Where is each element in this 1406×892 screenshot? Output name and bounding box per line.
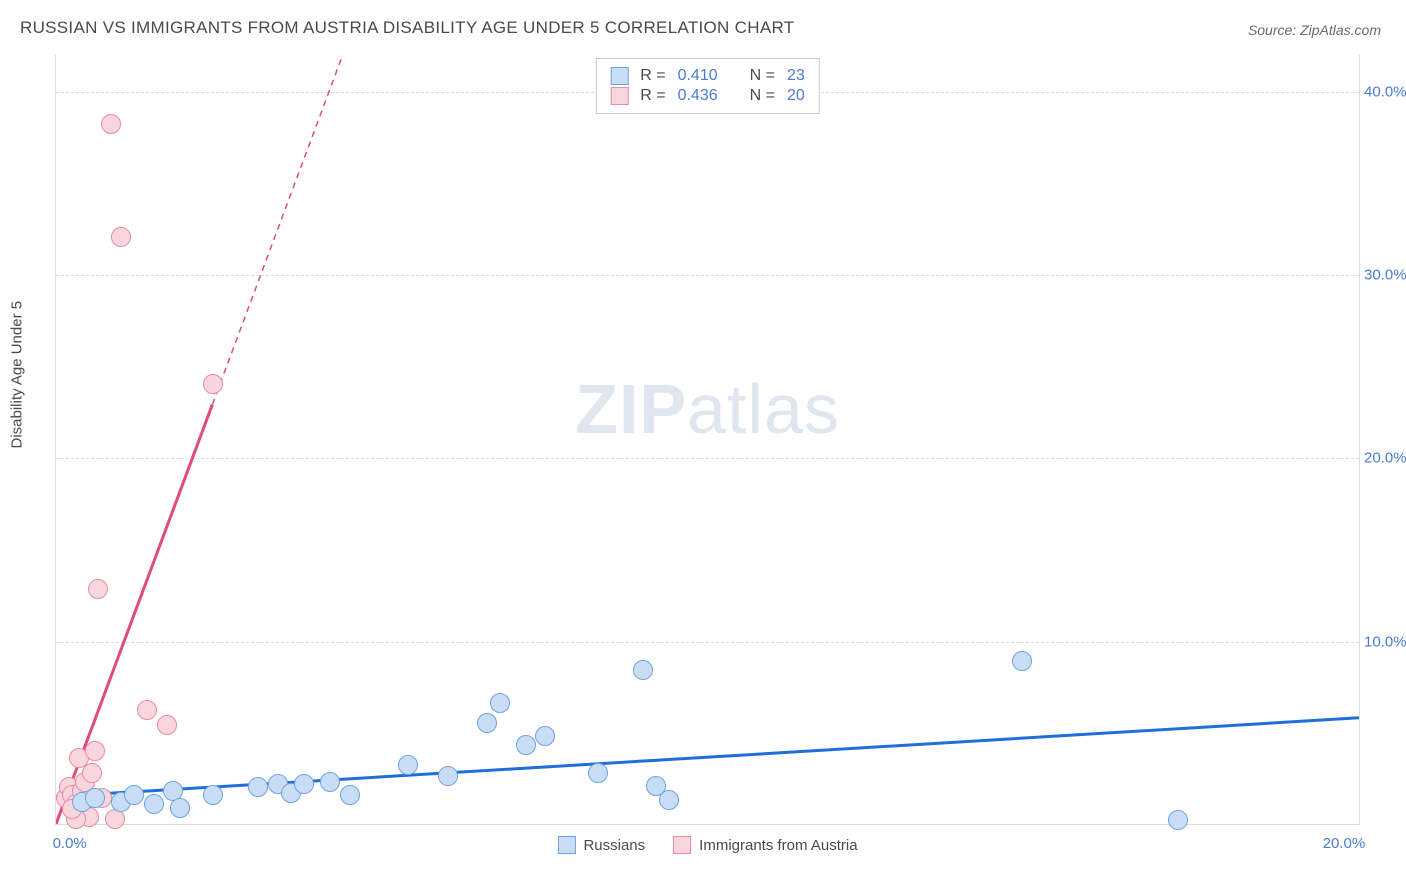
scatter-point-a (144, 794, 164, 814)
r-value: 0.436 (678, 87, 718, 105)
legend-swatch (557, 836, 575, 854)
chart-title: RUSSIAN VS IMMIGRANTS FROM AUSTRIA DISAB… (20, 18, 794, 38)
r-label: R = (640, 67, 665, 85)
scatter-point-b (101, 114, 121, 134)
scatter-point-a (398, 755, 418, 775)
scatter-point-a (320, 772, 340, 792)
scatter-point-b (82, 763, 102, 783)
n-value: 23 (787, 67, 805, 85)
scatter-point-a (1168, 810, 1188, 830)
source-attribution: Source: ZipAtlas.com (1248, 22, 1381, 38)
stats-legend-row: R = 0.436 N = 20 (610, 87, 805, 105)
n-value: 20 (787, 87, 805, 105)
legend-swatch (610, 87, 628, 105)
scatter-point-a (124, 785, 144, 805)
trend-lines (56, 55, 1359, 824)
legend-label: Russians (583, 837, 645, 854)
scatter-point-b (111, 227, 131, 247)
y-tick-label: 10.0% (1364, 633, 1406, 650)
scatter-point-a (340, 785, 360, 805)
scatter-point-a (170, 798, 190, 818)
scatter-point-a (588, 763, 608, 783)
x-tick-label: 0.0% (53, 835, 87, 852)
x-tick-label: 20.0% (1323, 835, 1366, 852)
scatter-point-a (438, 766, 458, 786)
scatter-point-b (137, 700, 157, 720)
gridline (56, 642, 1359, 643)
r-label: R = (640, 87, 665, 105)
stats-legend-row: R = 0.410 N = 23 (610, 67, 805, 85)
bottom-legend: Russians Immigrants from Austria (557, 836, 857, 854)
scatter-point-b (203, 374, 223, 394)
scatter-point-a (659, 790, 679, 810)
legend-swatch (673, 836, 691, 854)
y-axis-title: Disability Age Under 5 (9, 301, 26, 449)
n-label: N = (750, 67, 775, 85)
stats-legend: R = 0.410 N = 23 R = 0.436 N = 20 (595, 58, 820, 114)
r-value: 0.410 (678, 67, 718, 85)
scatter-point-a (203, 785, 223, 805)
scatter-point-b (85, 741, 105, 761)
watermark: ZIPatlas (575, 369, 840, 449)
bottom-legend-item: Russians (557, 836, 645, 854)
gridline (56, 458, 1359, 459)
scatter-point-a (248, 777, 268, 797)
y-tick-label: 30.0% (1364, 267, 1406, 284)
scatter-point-a (294, 774, 314, 794)
scatter-point-a (490, 693, 510, 713)
legend-label: Immigrants from Austria (699, 837, 857, 854)
watermark-rest: atlas (687, 370, 840, 448)
scatter-point-a (516, 735, 536, 755)
bottom-legend-item: Immigrants from Austria (673, 836, 857, 854)
scatter-point-a (633, 660, 653, 680)
watermark-bold: ZIP (575, 370, 687, 448)
plot-area: ZIPatlas 10.0%20.0%30.0%40.0% 0.0%20.0% … (55, 55, 1360, 825)
scatter-point-a (85, 788, 105, 808)
y-tick-label: 40.0% (1364, 83, 1406, 100)
gridline (56, 275, 1359, 276)
scatter-point-b (157, 715, 177, 735)
n-label: N = (750, 87, 775, 105)
scatter-point-b (88, 579, 108, 599)
legend-swatch (610, 67, 628, 85)
scatter-point-a (535, 726, 555, 746)
scatter-point-a (1012, 651, 1032, 671)
y-tick-label: 20.0% (1364, 450, 1406, 467)
scatter-point-a (477, 713, 497, 733)
